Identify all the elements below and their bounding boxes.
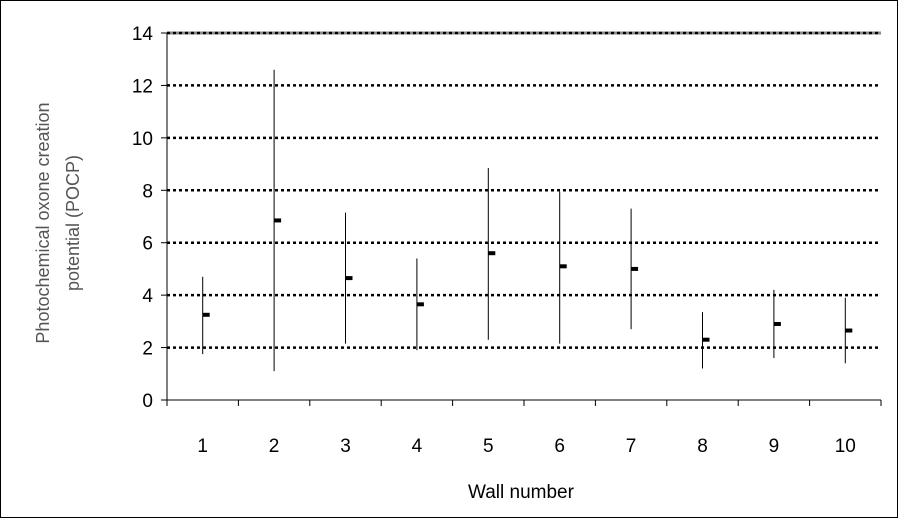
y-tick-label-14: 14 xyxy=(132,24,154,45)
mean-marker-wall-7 xyxy=(631,266,639,271)
y-tick-label-8: 8 xyxy=(142,181,153,202)
y-tick-label-6: 6 xyxy=(142,234,153,255)
y-tick-label-0: 0 xyxy=(142,391,153,412)
x-tick-label-wall-10: 10 xyxy=(835,436,856,457)
x-tick-label-wall-2: 2 xyxy=(269,436,280,457)
x-tick-label-wall-1: 1 xyxy=(197,436,208,457)
mean-marker-wall-6 xyxy=(559,264,567,269)
x-tick-label-wall-5: 5 xyxy=(483,436,494,457)
range-marks xyxy=(202,69,853,372)
x-tick-label-wall-6: 6 xyxy=(554,436,565,457)
y-tick-label-4: 4 xyxy=(142,286,153,307)
mean-marker-wall-5 xyxy=(488,251,496,256)
y-axis-title: Photochemical oxone creation potential (… xyxy=(33,102,83,343)
y-tick-label-2: 2 xyxy=(142,339,153,360)
y-axis-title-line-1: Photochemical oxone creation xyxy=(33,102,53,343)
y-axis-title-line-2: potential (POCP) xyxy=(63,155,83,291)
mean-marker-wall-8 xyxy=(702,337,710,342)
x-tick-label-wall-8: 8 xyxy=(697,436,708,457)
mean-marker-wall-10 xyxy=(845,328,853,333)
x-tick-label-wall-4: 4 xyxy=(412,436,423,457)
x-tick-label-wall-7: 7 xyxy=(626,436,637,457)
x-tick-label-wall-9: 9 xyxy=(769,436,780,457)
y-tick-label-12: 12 xyxy=(132,76,153,97)
x-axis-title: Wall number xyxy=(468,482,575,503)
mean-marker-wall-2 xyxy=(274,218,282,223)
axes xyxy=(161,32,882,406)
gridlines xyxy=(167,31,881,349)
mean-marker-wall-4 xyxy=(416,302,424,307)
mean-marker-wall-3 xyxy=(345,276,353,281)
mean-marker-wall-9 xyxy=(773,321,781,326)
x-tick-label-wall-3: 3 xyxy=(340,436,351,457)
mean-marker-wall-1 xyxy=(202,312,210,317)
y-tick-label-10: 10 xyxy=(132,129,153,150)
